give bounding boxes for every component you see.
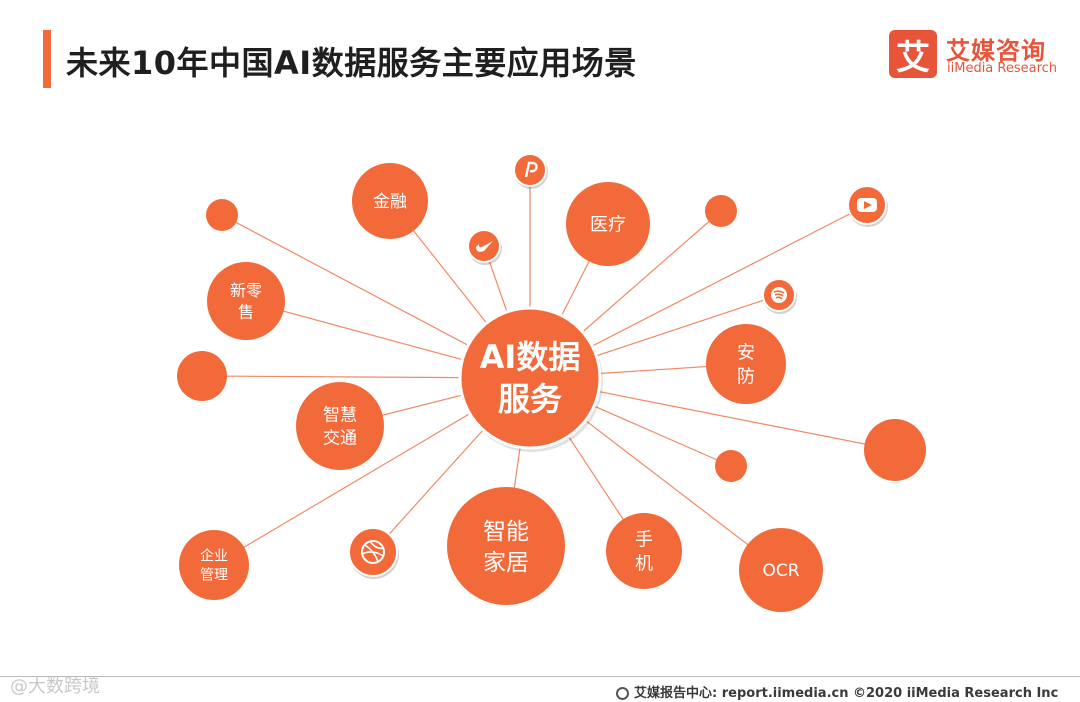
watermark: @大数跨境 (10, 676, 100, 697)
center-circle (458, 306, 602, 450)
node-label-security-0: 安 (737, 342, 755, 363)
node-circle (177, 351, 227, 401)
page-title: 未来10年中国AI数据服务主要应用场景 (66, 44, 637, 82)
dribbble-seam (369, 540, 385, 550)
logo-name-cn: 艾媒咨询 (946, 37, 1046, 65)
node-circle (179, 530, 249, 600)
footer-divider (0, 676, 1080, 677)
node-label-finance-0: 金融 (373, 192, 407, 212)
scenario-node-blank-3 (177, 351, 227, 401)
node-circle (566, 182, 650, 266)
node-circle (606, 513, 682, 589)
youtube-icon (847, 185, 888, 227)
node-circle (447, 487, 565, 605)
spotify-icon (762, 278, 797, 314)
footer-source-text: 艾媒报告中心: report.iimedia.cn ©2020 iiMedia … (634, 686, 1059, 701)
node-circle (739, 528, 823, 612)
scenario-node-new-retail: 新零售 (207, 262, 285, 340)
node-circle (352, 163, 428, 239)
node-circle (706, 324, 786, 404)
node-circle (207, 262, 285, 340)
node-circle (705, 195, 737, 227)
center-node: AI数据服务 (458, 306, 603, 452)
scenario-node-medical: 医疗 (566, 182, 650, 266)
node-label-enterprise-mgmt-0: 企业 (200, 548, 228, 565)
dribbble-ball (361, 540, 385, 564)
node-circle (864, 419, 926, 481)
spotify-wave (774, 293, 784, 297)
globe-icon (616, 687, 629, 700)
scenario-node-security: 安防 (706, 324, 786, 404)
node-label-new-retail-0: 新零 (230, 281, 262, 300)
footer-source: 艾媒报告中心: report.iimedia.cn ©2020 iiMedia … (616, 682, 1058, 701)
iimedia-logo: 艾 艾媒咨询 iiMedia Research (889, 30, 1064, 82)
scenario-node-blank-5 (715, 450, 747, 482)
brand-icons (348, 153, 888, 579)
center-label-0: AI数据 (480, 338, 581, 376)
logo-mark-icon: 艾 (889, 30, 937, 78)
node-label-phone-0: 手 (635, 529, 653, 550)
title-accent-bar (43, 30, 51, 88)
scenario-node-finance: 金融 (352, 163, 428, 239)
scenario-node-blank-1 (206, 199, 238, 231)
paypal-icon (513, 153, 548, 189)
swoosh-icon (467, 229, 502, 265)
node-label-phone-1: 机 (635, 554, 653, 575)
scenario-node-ocr: OCR (739, 528, 823, 612)
node-label-medical-0: 医疗 (590, 214, 626, 235)
node-label-smart-home-1: 家居 (483, 550, 529, 576)
logo-name-en: iiMedia Research (947, 61, 1058, 76)
spotify-wave (775, 296, 783, 300)
node-circle (296, 382, 384, 470)
node-label-smart-home-0: 智能 (483, 519, 529, 545)
paypal-glyph (524, 161, 538, 178)
dribbble-seam (361, 551, 384, 557)
node-label-enterprise-mgmt-1: 管理 (200, 567, 228, 583)
node-label-new-retail-1: 售 (238, 303, 254, 322)
scenario-node-blank-4 (864, 419, 926, 481)
node-label-security-1: 防 (737, 367, 755, 388)
youtube-play (864, 201, 872, 209)
node-label-smart-traffic-1: 交通 (323, 429, 357, 449)
scenario-node-phone: 手机 (606, 513, 682, 589)
node-label-ocr-0: OCR (762, 561, 799, 581)
spotify-wave (773, 290, 785, 294)
swoosh-glyph (476, 241, 493, 252)
node-circle (715, 450, 747, 482)
center-label-1: 服务 (498, 380, 562, 418)
scenario-node-blank-2 (705, 195, 737, 227)
dribbble-icon (348, 527, 399, 579)
icon-badge (513, 153, 547, 187)
node-circle (206, 199, 238, 231)
node-label-smart-traffic-0: 智慧 (323, 406, 357, 426)
